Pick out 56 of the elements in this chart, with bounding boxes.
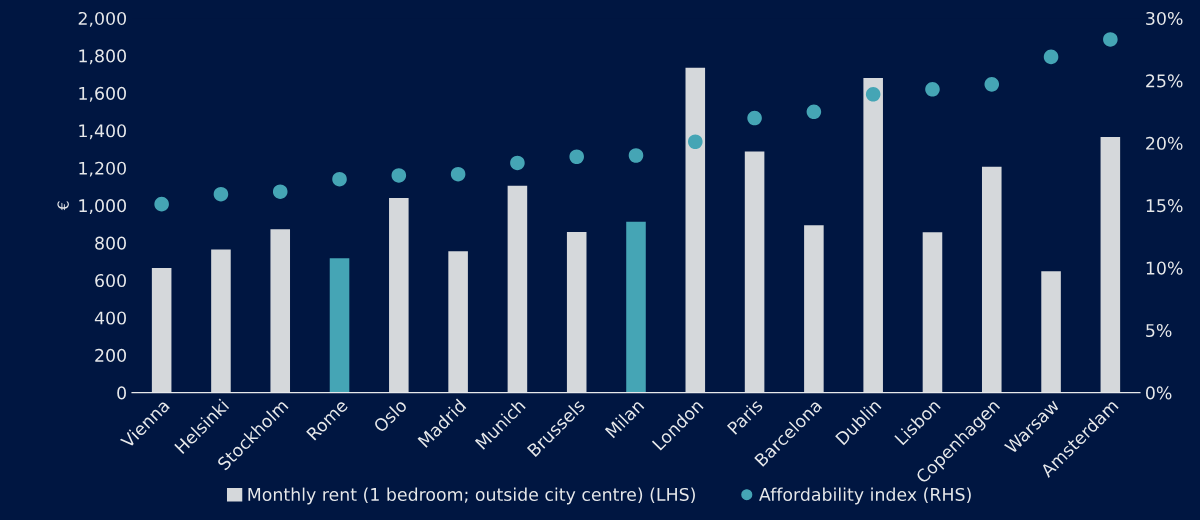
y-tick-label: 1,200 xyxy=(79,161,126,177)
bar xyxy=(744,151,765,393)
point xyxy=(213,186,229,202)
y2-tick-label: 10% xyxy=(1146,261,1183,275)
bar xyxy=(1100,136,1121,393)
point xyxy=(688,134,703,150)
bar xyxy=(981,166,1002,393)
y-axis-title: € xyxy=(57,201,69,211)
bar xyxy=(685,67,706,393)
y2-tick-label: 30% xyxy=(1146,11,1183,26)
y-tick-label: 600 xyxy=(95,273,126,288)
bar xyxy=(1041,271,1061,393)
point xyxy=(1043,49,1059,65)
y-tick-label: 2,000 xyxy=(78,11,126,27)
y2-tick-label: 25% xyxy=(1146,74,1183,88)
y2-tick-label: 15% xyxy=(1146,199,1183,213)
point xyxy=(332,171,347,187)
point xyxy=(925,82,940,97)
y2-tick-label: 20% xyxy=(1146,136,1183,150)
bar xyxy=(389,197,409,393)
bar xyxy=(922,232,943,393)
y-tick-label: 1,600 xyxy=(79,86,126,102)
y-tick-label: 0 xyxy=(117,386,126,400)
point xyxy=(806,104,822,120)
bar xyxy=(211,249,231,393)
point xyxy=(569,149,584,165)
y-tick-label: 1,000 xyxy=(79,199,126,215)
point xyxy=(628,148,644,163)
bar xyxy=(507,185,528,393)
y-tick-label: 1,800 xyxy=(79,49,126,65)
legend-label: Affordability index (RHS) xyxy=(759,487,971,505)
y-tick-label: 800 xyxy=(95,236,126,250)
y-tick-label: 1,400 xyxy=(79,124,126,140)
point xyxy=(272,184,288,199)
bar xyxy=(626,221,646,393)
bar xyxy=(329,258,350,393)
bar xyxy=(863,78,883,393)
point xyxy=(747,110,762,126)
point xyxy=(865,87,881,102)
point xyxy=(154,196,169,212)
bar xyxy=(566,231,587,393)
x-tick-label: Oslo xyxy=(372,398,408,434)
point xyxy=(984,77,1000,92)
point xyxy=(510,155,525,171)
y2-tick-label: 5% xyxy=(1146,323,1172,338)
point xyxy=(450,166,466,182)
legend-label: Monthly rent (1 bedroom; outside city centre) (LHS) xyxy=(248,487,695,505)
y-tick-label: 400 xyxy=(94,311,126,325)
bar xyxy=(270,229,291,393)
bar xyxy=(151,268,172,393)
y2-tick-label: 0% xyxy=(1146,386,1172,400)
point xyxy=(1103,32,1118,47)
y-tick-label: 200 xyxy=(95,348,126,362)
point xyxy=(391,168,407,183)
bar xyxy=(448,251,468,393)
bar xyxy=(804,225,824,393)
